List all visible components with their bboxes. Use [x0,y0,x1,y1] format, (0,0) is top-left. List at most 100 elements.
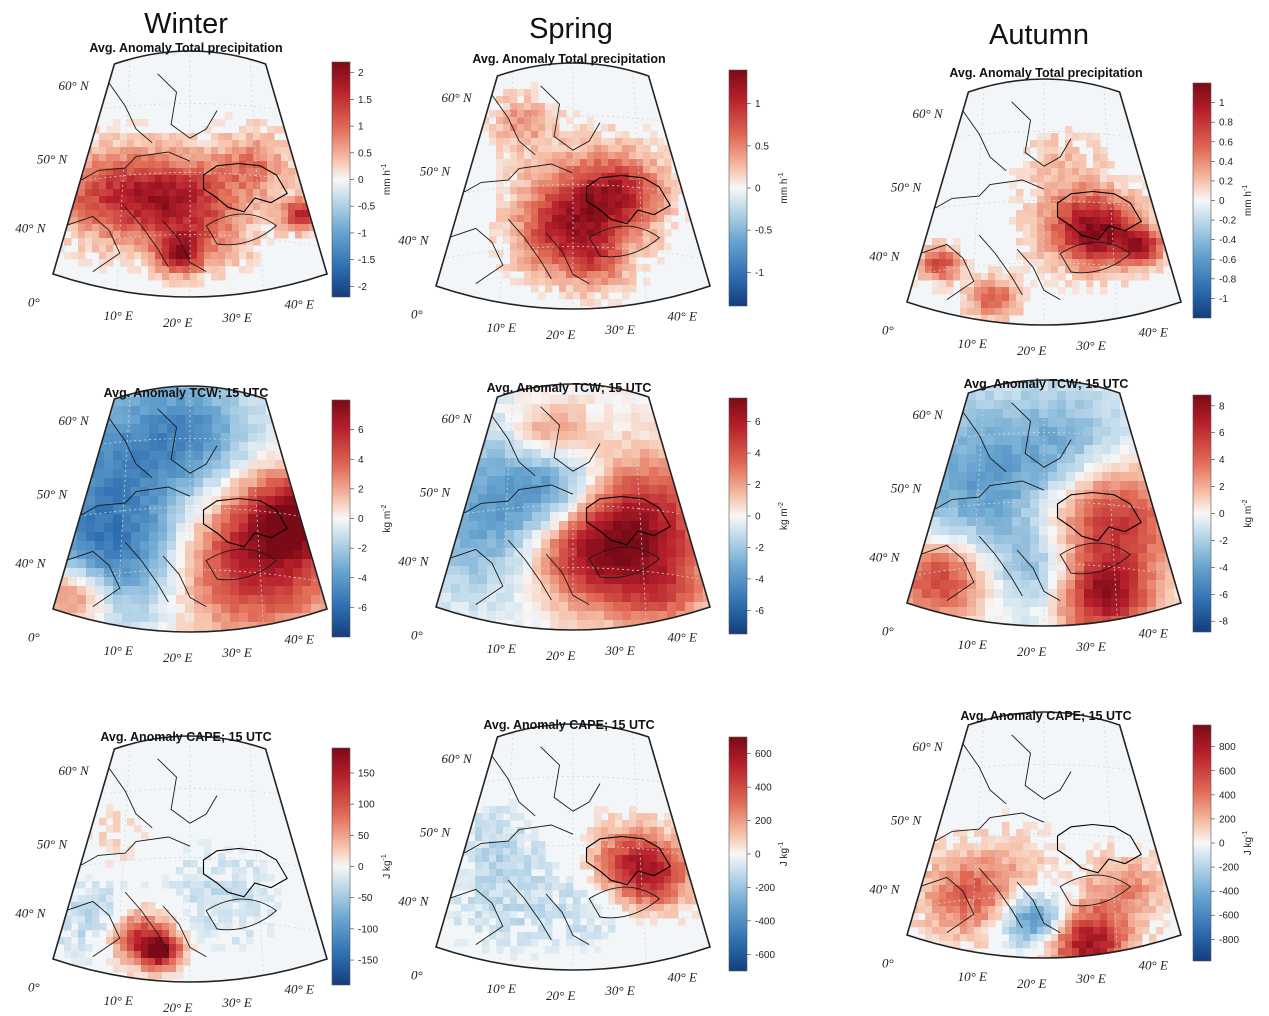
latitude-label: 60° N [913,407,944,422]
colorbar [728,736,748,972]
colorbar [1192,724,1212,962]
colorbar-tick-label: 2 [755,480,761,491]
colorbar-tick-label: 6 [358,425,364,436]
colorbar-unit-label: J kg-1 [1242,831,1254,856]
longitude-label: 20° E [1017,976,1046,991]
column-title-winter: Winter [144,8,228,40]
colorbar-unit-label: J kg-1 [778,842,790,867]
latitude-label: 40° N [15,906,46,921]
latitude-label: 50° N [891,481,922,496]
colorbar-unit-label: mm h-1 [778,172,790,203]
latitude-label: 0° [411,968,423,983]
colorbar [1192,394,1212,633]
colorbar-tick-label: -2 [1219,536,1228,547]
latitude-label: 40° N [398,554,429,569]
ukraine-outline [202,497,288,548]
colorbar-tick-label: -100 [358,924,378,935]
colorbar-tick-label: 150 [358,768,375,779]
longitude-label: 20° E [163,650,192,665]
longitude-label: 20° E [1017,343,1046,358]
colorbar-tick-label: -400 [755,916,775,927]
colorbar-tick-label: -0.8 [1219,274,1237,285]
colorbar-tick-label: -600 [755,950,775,961]
colorbar-tick-label: 0.6 [1219,137,1233,148]
longitude-label: 10° E [487,641,516,656]
latitude-label: 40° N [15,221,46,236]
latitude-label: 0° [882,956,894,971]
colorbar-tick-label: 0 [358,175,364,186]
panel-tcw-winter: Avg. Anomaly TCW; 15 UTC 60° N 50° N 40° N 0… [15,385,393,665]
colorbar-unit-label: J kg-1 [381,854,393,879]
panels: Avg. Anomaly Total precipitation 60° N 50°… [15,41,1254,1015]
colorbar-tick-label: 0 [1219,196,1225,207]
latitude-label: 60° N [59,763,90,778]
anomaly-field [436,724,710,970]
longitude-label: 20° E [1017,644,1046,659]
colorbar-tick-label: 2 [358,484,364,495]
colorbar-tick-label: -2 [755,543,764,554]
longitude-label: 30° E [604,643,634,658]
latitude-label: 50° N [420,164,451,179]
ukraine-outline [1056,491,1142,542]
longitude-label: 10° E [958,637,987,652]
latitude-label: 60° N [442,411,473,426]
colorbar-tick-label: -6 [755,606,764,617]
latitude-label: 40° N [869,249,900,264]
longitude-label: 10° E [958,336,987,351]
colorbar-tick-label: 4 [358,455,364,466]
longitude-label: 30° E [221,995,251,1010]
colorbar-tick-label: 0 [755,850,761,861]
colorbar-unit-label: mm h-1 [1242,185,1254,216]
latitude-label: 0° [882,323,894,338]
latitude-label: 50° N [37,152,68,167]
latitude-label: 50° N [420,485,451,500]
colorbar-tick-label: 200 [755,816,772,827]
colorbar-tick-label: -8 [1219,617,1228,628]
colorbar-tick-label: 0 [1219,839,1225,850]
panel-title: Avg. Anomaly Total precipitation [472,52,665,66]
colorbar [331,61,351,298]
ukraine-outline [202,162,288,213]
anomaly-field [53,386,327,632]
colorbar-tick-label: 400 [755,783,772,794]
colorbar [728,397,748,635]
latitude-label: 0° [411,628,423,643]
map-frame [906,711,1182,959]
colorbar-tick-label: -1 [358,228,367,239]
longitude-label: 40° E [285,981,314,996]
longitude-label: 20° E [163,315,192,330]
longitude-label: 10° E [104,308,133,323]
colorbar-tick-label: -200 [1219,863,1239,874]
colorbar-tick-label: -400 [1219,887,1239,898]
latitude-label: 60° N [59,413,90,428]
panel-title: Avg. Anomaly TCW; 15 UTC [104,386,269,400]
latitude-label: 40° N [15,556,46,571]
longitude-label: 40° E [285,631,314,646]
colorbar-tick-label: 0 [358,862,364,873]
colorbar-tick-label: 100 [358,800,375,811]
colorbar-tick-label: -6 [358,603,367,614]
panel-cape-spring: Avg. Anomaly CAPE; 15 UTC 60° N 50° N 40° N… [398,718,790,1003]
colorbar-tick-label: 600 [1219,766,1236,777]
panel-tcw-autumn: Avg. Anomaly TCW; 15 UTC 60° N 50° N 40° N 0… [869,377,1254,659]
colorbar-tick-label: 1 [1219,98,1225,109]
panel-title: Avg. Anomaly CAPE; 15 UTC [960,709,1131,723]
colorbar-tick-label: 1.5 [358,95,372,106]
colorbar [728,69,748,307]
colorbar-tick-label: -1 [755,268,764,279]
longitude-label: 30° E [221,310,251,325]
longitude-label: 40° E [285,296,314,311]
ukraine-outline [585,174,671,225]
anomaly-field [907,712,1181,958]
longitude-label: 40° E [1139,324,1168,339]
colorbar-tick-label: 200 [1219,814,1236,825]
colorbar-tick-label: 0 [358,514,364,525]
latitude-label: 0° [28,980,40,995]
colorbar-tick-label: -0.5 [755,226,773,237]
colorbar [331,399,351,638]
ukraine-outline [202,847,288,898]
colorbar-tick-label: -0.6 [1219,255,1237,266]
longitude-label: 30° E [1075,971,1105,986]
colorbar-tick-label: -200 [755,883,775,894]
